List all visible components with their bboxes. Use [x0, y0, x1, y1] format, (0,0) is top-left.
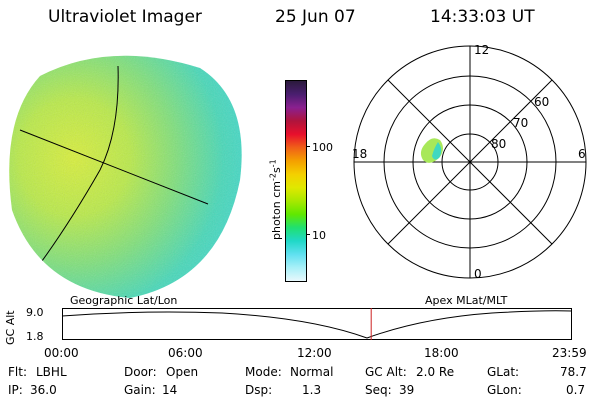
filter-value: LBHL — [36, 365, 67, 379]
mlt-18-label: 18 — [352, 147, 367, 161]
mlt-6-label: 6 — [578, 147, 586, 161]
x-tick-1800: 18:00 — [424, 346, 459, 360]
polar-plot: 12 18 6 0 60 70 80 — [352, 43, 587, 281]
x-tick-0000: 00:00 — [44, 346, 79, 360]
gain-label: Gain: — [124, 383, 156, 397]
y-tick-9: 9.0 — [26, 306, 44, 319]
dsp-label: Dsp: — [245, 383, 273, 397]
colorbar-tickmark — [306, 234, 310, 235]
aurora-blob-edge — [432, 142, 442, 160]
mode-label: Mode: — [245, 365, 282, 379]
mlt-12-label: 12 — [474, 43, 489, 57]
geographic-image — [9, 55, 242, 298]
colorbar-tickmark — [306, 146, 310, 147]
timeline-plot — [61, 308, 573, 340]
glon-label: GLon: — [487, 383, 522, 397]
mlt-0-label: 0 — [474, 267, 482, 281]
glat-value: 78.7 — [560, 365, 587, 379]
filter-label: Flt: — [8, 365, 27, 379]
meridian-line — [19, 65, 119, 291]
glon-value: 0.7 — [566, 383, 586, 397]
x-tick-2359: 23:59 — [552, 346, 587, 360]
x-tick-1200: 12:00 — [297, 346, 332, 360]
instrument-title: Ultraviolet Imager — [48, 7, 202, 27]
colorbar-tick-100: 100 — [312, 141, 333, 154]
noise-texture — [9, 55, 242, 298]
lat-80-label: 80 — [491, 137, 506, 151]
altitude-curve — [61, 310, 573, 339]
lat-70-label: 70 — [513, 116, 528, 130]
timeline-right-title: Apex MLat/MLT — [425, 294, 508, 307]
date-label: 25 Jun 07 — [275, 7, 356, 27]
timeline-y-label: GC Alt — [4, 310, 17, 345]
door-value: Open — [166, 365, 199, 379]
ip-value: 36.0 — [30, 383, 57, 397]
timeline-frame — [62, 308, 572, 340]
lat-60-label: 60 — [534, 95, 549, 109]
axis-diag-2 — [387, 79, 553, 245]
seq-label: Seq: — [365, 383, 392, 397]
seq-value: 39 — [399, 383, 415, 397]
x-tick-0600: 06:00 — [168, 346, 203, 360]
timeline-left-title: Geographic Lat/Lon — [70, 294, 178, 307]
ip-label: IP: — [8, 383, 23, 397]
dsp-value: 1.3 — [302, 383, 322, 397]
y-tick-1-8: 1.8 — [26, 330, 44, 343]
colorbar-unit-text: photon cm-2s-1 — [268, 159, 283, 240]
glat-label: GLat: — [487, 365, 520, 379]
time-label: 14:33:03 UT — [430, 7, 535, 27]
gc-alt-value: 2.0 Re — [416, 365, 455, 379]
colorbar — [285, 80, 307, 282]
mode-value: Normal — [290, 365, 334, 379]
colorbar-unit-label: photon cm-2s-1 — [268, 159, 283, 240]
door-label: Door: — [124, 365, 157, 379]
gc-alt-label: GC Alt: — [365, 365, 407, 379]
gain-value: 14 — [162, 383, 178, 397]
colorbar-tick-10: 10 — [312, 229, 326, 242]
latitude-line — [19, 129, 209, 205]
